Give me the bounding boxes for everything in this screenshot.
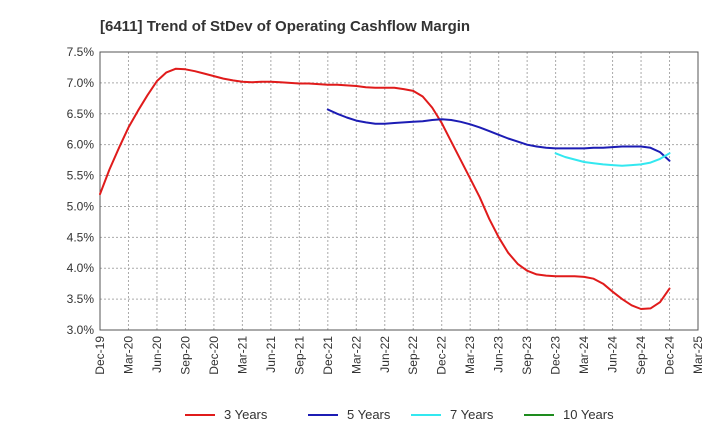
x-tick-label: Dec-23	[549, 336, 563, 375]
x-tick-label: Jun-22	[378, 336, 392, 373]
y-tick-label: 7.0%	[67, 76, 95, 90]
y-tick-label: 6.5%	[67, 107, 95, 121]
y-tick-label: 4.0%	[67, 261, 95, 275]
series-line-1	[326, 108, 671, 162]
x-tick-label: Dec-24	[663, 336, 677, 375]
legend-label-3: 10 Years	[563, 407, 614, 422]
x-tick-label: Sep-20	[178, 336, 192, 375]
x-tick-label: Sep-23	[520, 336, 534, 375]
x-tick-label: Sep-24	[634, 336, 648, 375]
series-lines	[99, 67, 671, 310]
legend-label-2: 7 Years	[450, 407, 494, 422]
x-tick-label: Sep-22	[406, 336, 420, 375]
x-tick-label: Mar-24	[577, 336, 591, 374]
x-tick-label: Jun-24	[606, 336, 620, 373]
x-tick-label: Mar-25	[691, 336, 705, 374]
x-tick-label: Mar-20	[121, 336, 135, 374]
y-tick-label: 5.5%	[67, 169, 95, 183]
x-tick-label: Mar-22	[349, 336, 363, 374]
x-tick-label: Jun-21	[264, 336, 278, 373]
x-tick-label: Mar-21	[235, 336, 249, 374]
y-axis-tick-labels: 3.0% 3.5% 4.0% 4.5% 5.0% 5.5% 6.0% 6.5% 7.0% 7.5%	[67, 45, 95, 337]
legend-label-0: 3 Years	[224, 407, 268, 422]
series-line-0	[99, 67, 671, 310]
legend: 3 Years 5 Years 7 Years 10 Years	[185, 407, 614, 422]
plot-area-border	[99, 51, 699, 331]
series-line-2	[554, 152, 671, 167]
x-tick-label: Dec-19	[93, 336, 107, 375]
x-tick-label: Mar-23	[463, 336, 477, 374]
x-tick-label: Sep-21	[292, 336, 306, 375]
y-tick-label: 7.5%	[67, 45, 95, 59]
y-tick-label: 4.5%	[67, 230, 95, 244]
x-tick-label: Dec-22	[435, 336, 449, 375]
x-axis-tick-labels: Dec-19 Mar-20 Jun-20 Sep-20 Dec-20 Mar-21 Jun-…	[93, 336, 705, 375]
x-tick-label: Jun-23	[492, 336, 506, 373]
legend-label-1: 5 Years	[347, 407, 391, 422]
y-tick-label: 6.0%	[67, 138, 95, 152]
chart-title: [6411] Trend of StDev of Operating Cashf…	[100, 18, 470, 35]
y-tick-label: 3.0%	[67, 323, 95, 337]
x-tick-label: Jun-20	[150, 336, 164, 373]
x-tick-label: Dec-20	[207, 336, 221, 375]
y-tick-label: 5.0%	[67, 199, 95, 213]
y-tick-label: 3.5%	[67, 292, 95, 306]
x-tick-label: Dec-21	[321, 336, 335, 375]
